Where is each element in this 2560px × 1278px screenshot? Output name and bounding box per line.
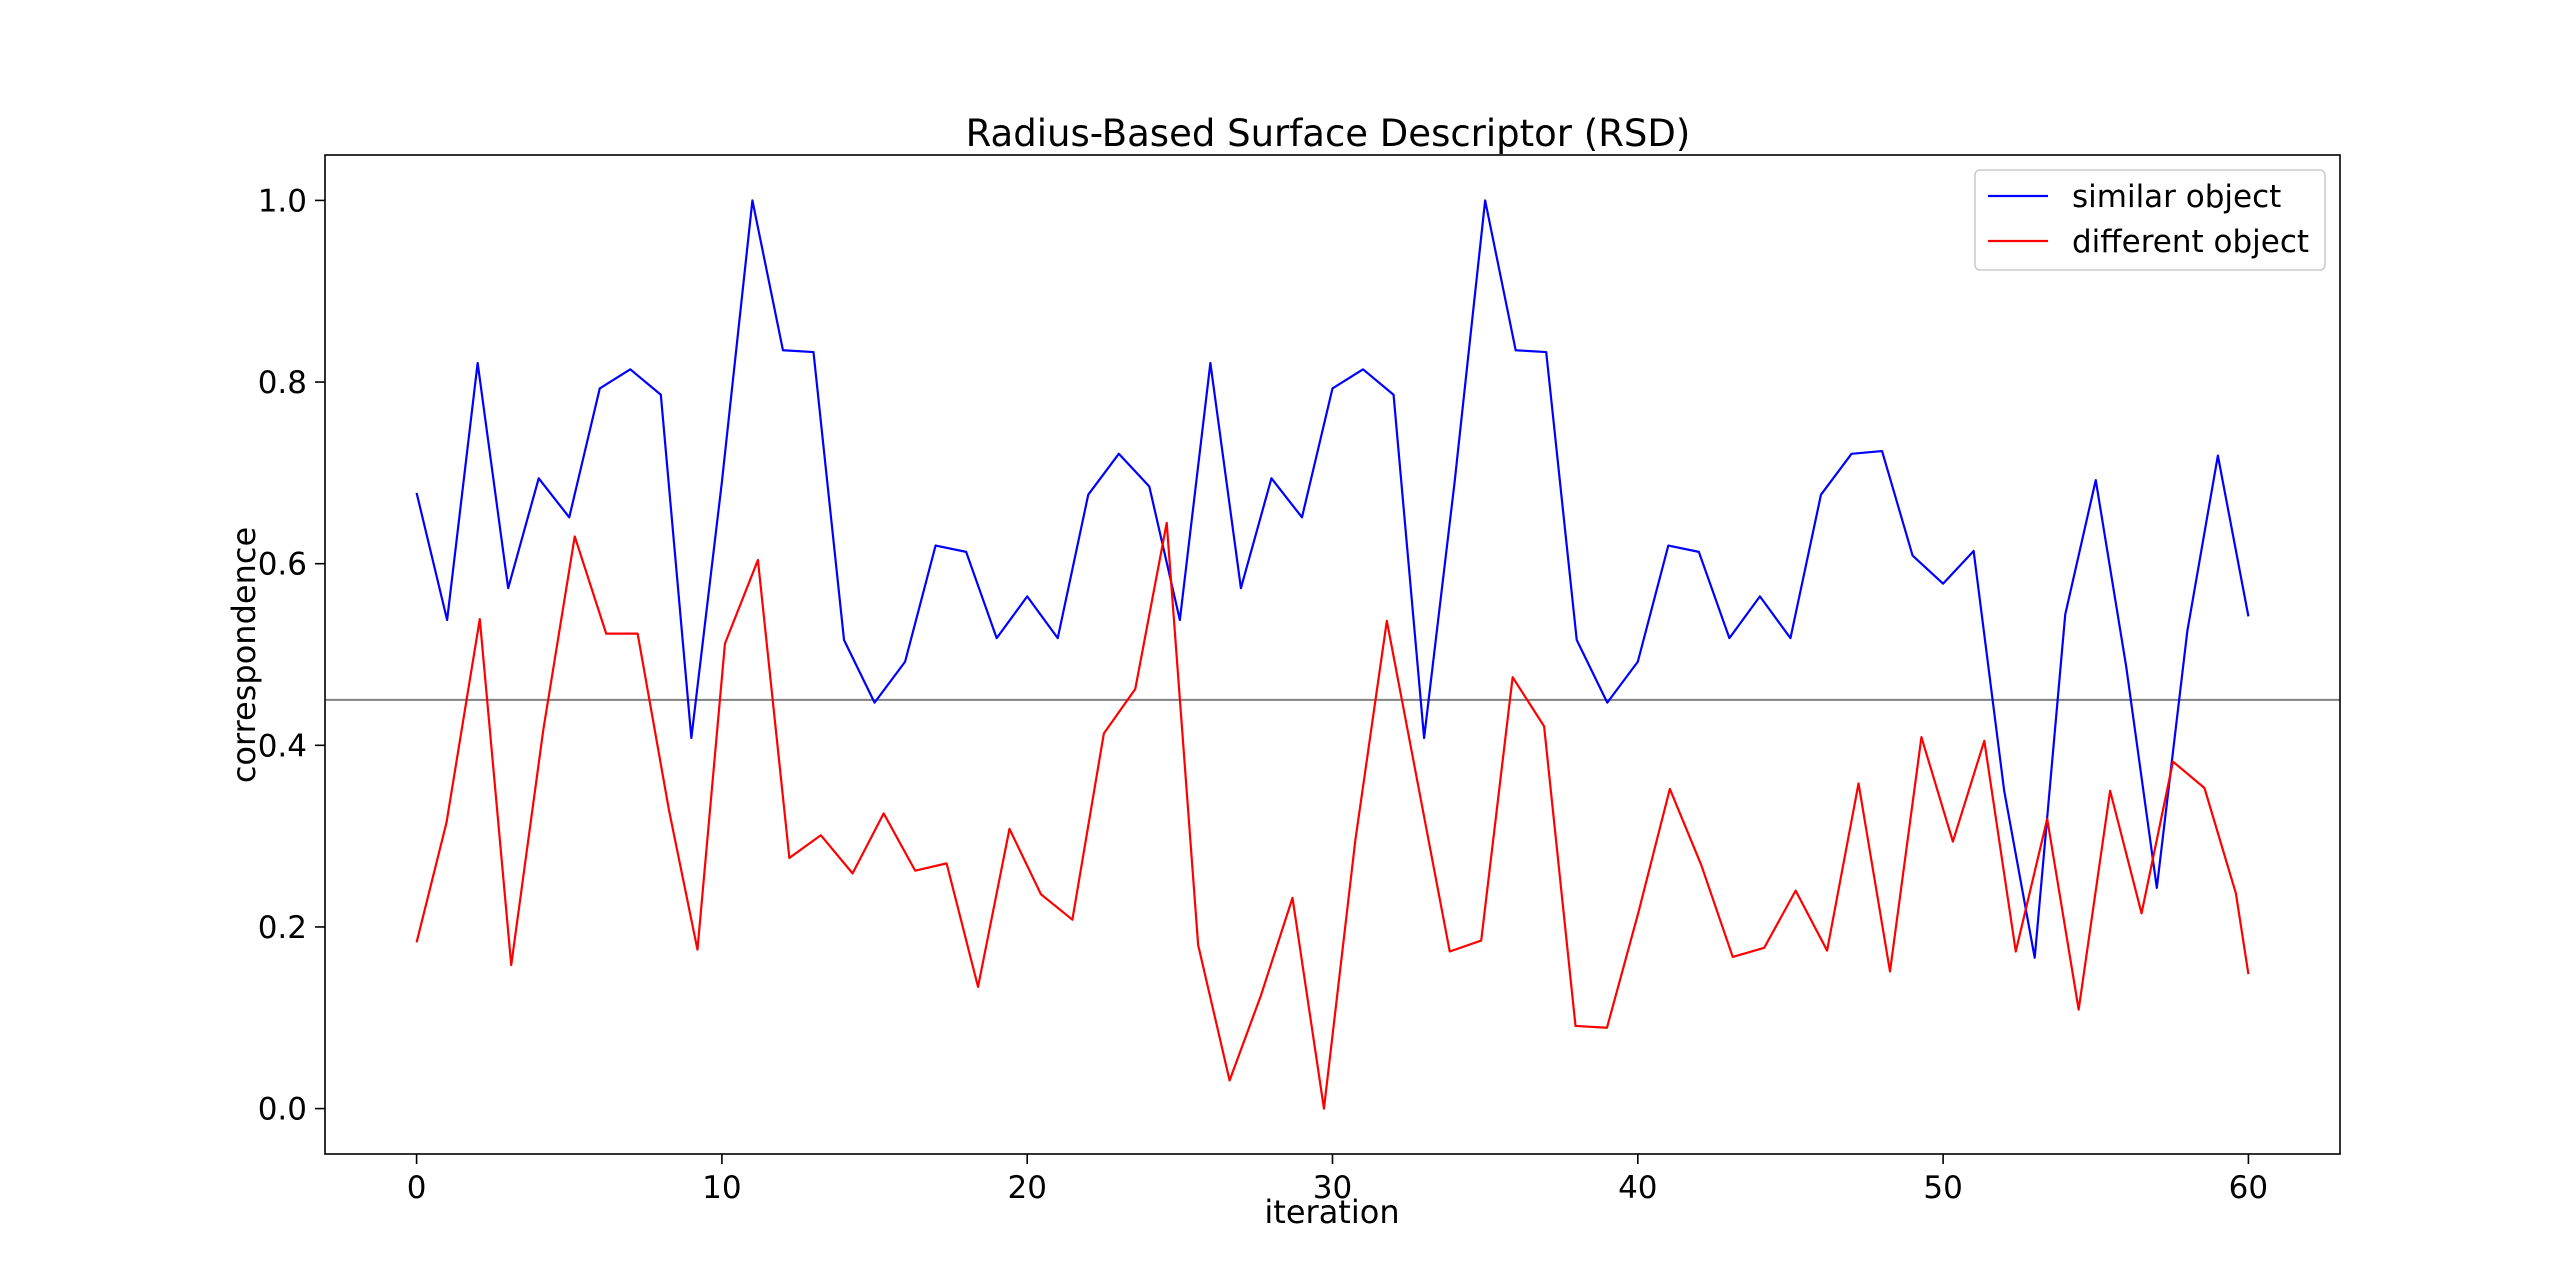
series-line-1	[415, 521, 2250, 1110]
series-line-0	[415, 199, 2250, 959]
y-tick-label: 0.0	[258, 1092, 307, 1128]
y-axis: 0.0 0.2 0.4 0.6 0.8 1.0	[258, 183, 325, 1128]
y-tick-label: 1.0	[258, 183, 307, 219]
x-tick-label: 10	[702, 1170, 741, 1206]
chart-title: Radius-Based Surface Descriptor (RSD)	[966, 112, 1691, 155]
x-tick-label: 50	[1923, 1170, 1962, 1206]
legend-label: similar object	[2072, 179, 2281, 215]
x-axis: 0 10 20 30 40 50 60	[407, 1154, 2268, 1206]
y-tick-label: 0.8	[258, 365, 307, 401]
y-tick-label: 0.2	[258, 910, 307, 946]
x-axis-label: iteration	[1264, 1193, 1399, 1231]
plot-area	[325, 155, 2340, 1154]
legend-box	[1974, 169, 2326, 271]
y-tick-label: 0.6	[258, 547, 307, 583]
y-axis-label: correspondence	[225, 527, 263, 783]
x-tick-label: 0	[407, 1170, 427, 1206]
series-layer	[415, 199, 2250, 1110]
y-tick-label: 0.4	[258, 728, 307, 764]
legend: similar object different object	[1974, 169, 2326, 271]
x-tick-label: 20	[1007, 1170, 1046, 1206]
x-tick-label: 60	[2229, 1170, 2268, 1206]
plot-background	[325, 155, 2340, 1154]
x-tick-label: 40	[1618, 1170, 1657, 1206]
x-tick-label: 30	[1313, 1170, 1352, 1206]
legend-label: different object	[2072, 224, 2309, 260]
